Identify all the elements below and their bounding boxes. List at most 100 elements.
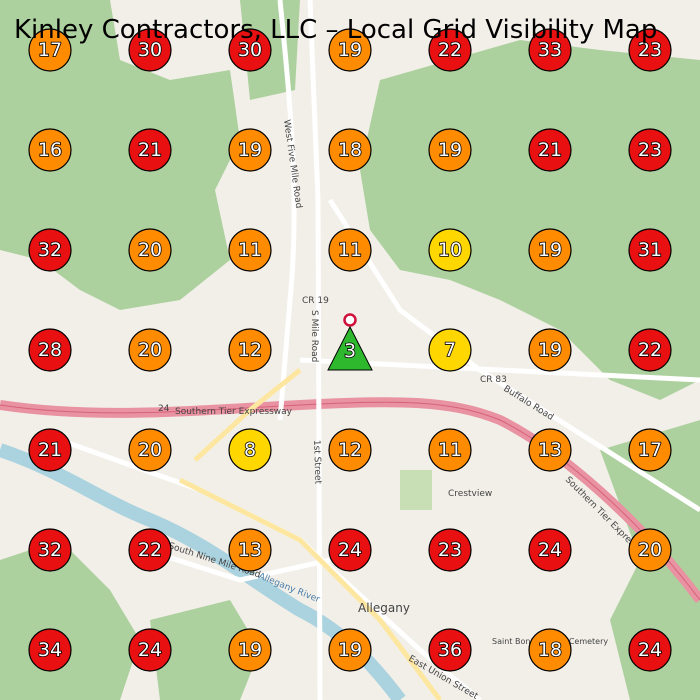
grid-marker — [528, 328, 572, 372]
road-label: S Mile Road — [309, 310, 319, 362]
title: Kinley Contractors, LLC – Local Grid Vis… — [14, 15, 657, 45]
grid-value: 12 — [338, 439, 362, 461]
grid-value: 11 — [438, 439, 462, 461]
grid-marker — [228, 628, 272, 672]
grid-value: 8 — [244, 439, 256, 461]
grid-marker — [628, 128, 672, 172]
grid-marker — [428, 328, 472, 372]
grid-marker — [328, 628, 372, 672]
grid-value: 21 — [38, 439, 62, 461]
grid-marker — [28, 28, 72, 72]
grid-marker — [128, 328, 172, 372]
main-street — [178, 368, 442, 700]
grid-marker — [28, 328, 72, 372]
grid-marker — [128, 28, 172, 72]
grid-value: 36 — [438, 639, 462, 661]
grid-value: 32 — [38, 539, 62, 561]
grid-value: 32 — [38, 239, 62, 261]
grid-marker — [428, 628, 472, 672]
grid-value: 13 — [538, 439, 562, 461]
grid-marker — [528, 428, 572, 472]
grid-marker — [528, 128, 572, 172]
grid-value: 30 — [138, 39, 162, 61]
grid-value: 21 — [538, 139, 562, 161]
grid-value: 24 — [138, 639, 162, 661]
grid-value: 24 — [538, 539, 562, 561]
grid-value: 23 — [638, 39, 662, 61]
road-label: 1st Street — [311, 440, 323, 485]
grid-marker — [128, 628, 172, 672]
grid-value: 19 — [238, 139, 262, 161]
grid-value: 3 — [344, 340, 356, 362]
grid-marker — [628, 28, 672, 72]
grid-marker — [128, 228, 172, 272]
location-pin — [343, 313, 357, 327]
grid-value: 11 — [238, 239, 262, 261]
grid-marker — [328, 228, 372, 272]
grid-marker — [528, 628, 572, 672]
grid-marker — [28, 628, 72, 672]
grid-marker — [528, 228, 572, 272]
grid-marker — [327, 325, 373, 371]
grid-marker — [328, 28, 372, 72]
grid-marker — [28, 528, 72, 572]
grid-marker — [528, 28, 572, 72]
grid-marker — [428, 228, 472, 272]
grid: 17 30 30 19 22 33 23 16 21 19 18 19 21 23 32 20 11 11 10 19… — [28, 28, 672, 672]
grid-marker — [628, 328, 672, 372]
road-label: CR 83 — [480, 375, 507, 385]
grid-value: 19 — [238, 639, 262, 661]
grid-value: 19 — [338, 639, 362, 661]
grid-value: 20 — [138, 439, 162, 461]
pin — [343, 313, 357, 327]
grid-value: 28 — [38, 339, 62, 361]
grid-marker — [428, 28, 472, 72]
grid-marker — [228, 128, 272, 172]
grid-marker — [228, 228, 272, 272]
grid-value: 7 — [444, 339, 456, 361]
grid-value: 16 — [38, 139, 62, 161]
grid-value: 18 — [538, 639, 562, 661]
grid-marker — [528, 528, 572, 572]
grid-value: 23 — [438, 539, 462, 561]
grid-value: 17 — [38, 39, 62, 61]
grid-value: 33 — [538, 39, 562, 61]
grid-marker — [328, 428, 372, 472]
grid-value: 18 — [338, 139, 362, 161]
grid-value: 24 — [338, 539, 362, 561]
grid-marker — [328, 128, 372, 172]
grid-value: 12 — [238, 339, 262, 361]
grid-value: 21 — [138, 139, 162, 161]
grid-marker — [628, 228, 672, 272]
place-label: Crestview — [448, 489, 492, 499]
grid-marker — [128, 528, 172, 572]
grid-marker — [428, 428, 472, 472]
grid-marker — [128, 428, 172, 472]
grid-marker — [328, 528, 372, 572]
grid-value: 11 — [338, 239, 362, 261]
grid-value: 22 — [638, 339, 662, 361]
expressway-edge — [0, 401, 700, 601]
grid-value: 19 — [438, 139, 462, 161]
grid-value: 22 — [138, 539, 162, 561]
grid-value: 22 — [438, 39, 462, 61]
grid-value: 19 — [338, 39, 362, 61]
grid-value: 30 — [238, 39, 262, 61]
grid-marker — [428, 528, 472, 572]
grid-marker — [628, 428, 672, 472]
grid-value: 17 — [638, 439, 662, 461]
grid-value: 20 — [638, 539, 662, 561]
grid-marker — [28, 428, 72, 472]
road-label: 24 — [158, 404, 170, 414]
grid-value: 24 — [638, 639, 662, 661]
grid-value: 13 — [238, 539, 262, 561]
grid-marker — [228, 428, 272, 472]
road-label: Southern Tier Expressway — [175, 407, 293, 417]
road-label: CR 19 — [302, 296, 329, 306]
grid-marker — [428, 128, 472, 172]
grid-value: 31 — [638, 239, 662, 261]
grid-value: 20 — [138, 339, 162, 361]
grid-value: 19 — [538, 339, 562, 361]
grid-marker — [628, 628, 672, 672]
